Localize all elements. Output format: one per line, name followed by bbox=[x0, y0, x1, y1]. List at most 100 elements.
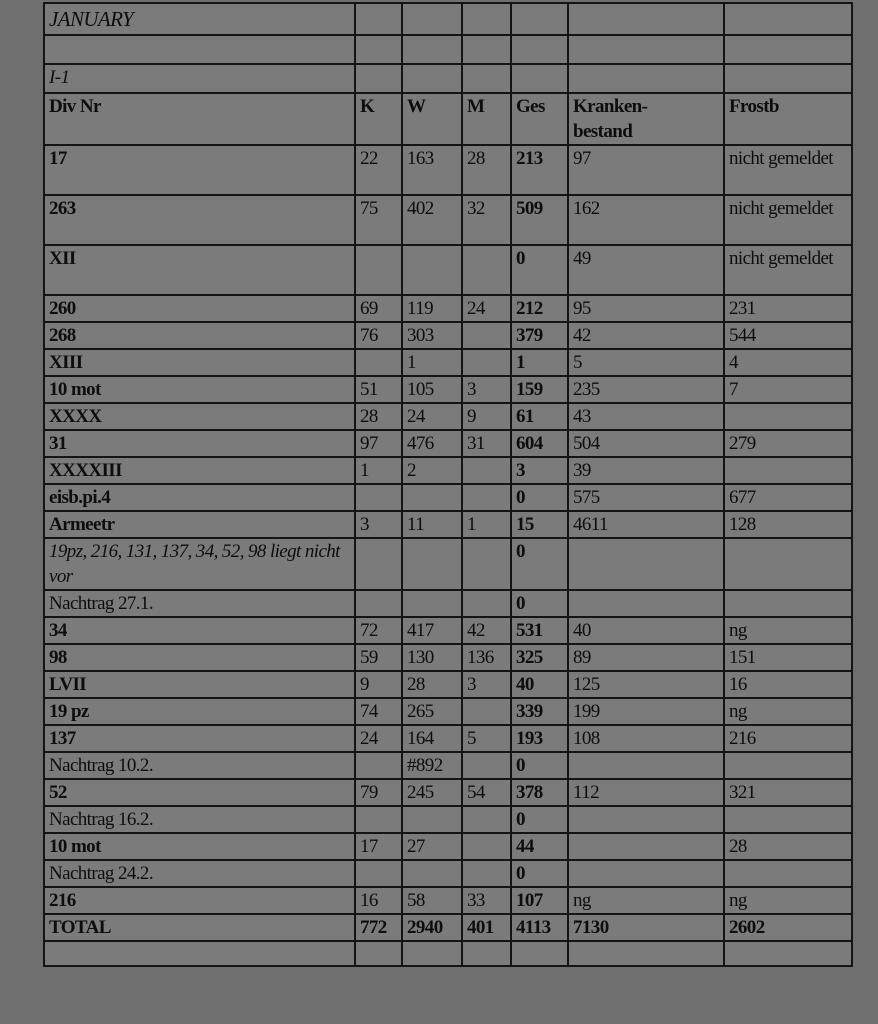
cell-w: 28 bbox=[401, 670, 463, 699]
cell-w: 105 bbox=[401, 375, 463, 404]
total-row: TOTAL 772 2940 401 4113 7130 2602 bbox=[43, 913, 853, 942]
cell-kb: 108 bbox=[567, 724, 725, 753]
table-row: Nachtrag 10.2. #892 0 bbox=[43, 751, 853, 780]
cell-ges: 61 bbox=[510, 402, 569, 431]
cell-div: 19pz, 216, 131, 137, 34, 52, 98 liegt ni… bbox=[43, 537, 356, 591]
table-row: 10 mot 17 27 44 28 bbox=[43, 832, 853, 861]
header-row: Div Nr K W M Ges Kranken-bestand Frostb bbox=[43, 92, 853, 146]
cell-kb: 5 bbox=[567, 348, 725, 377]
cell-div: 19 pz bbox=[43, 697, 356, 726]
cell-fb: nicht gemeldet bbox=[723, 194, 853, 246]
cell-kb: 95 bbox=[567, 294, 725, 323]
cell-fb: ng bbox=[723, 616, 853, 645]
cell-ges: 604 bbox=[510, 429, 569, 458]
cell-k: 79 bbox=[354, 778, 403, 807]
cell-ges: 379 bbox=[510, 321, 569, 350]
cell-kb: 125 bbox=[567, 670, 725, 699]
cell-k: 97 bbox=[354, 429, 403, 458]
cell-kb: 42 bbox=[567, 321, 725, 350]
table-row: 52 79 245 54 378 112 321 bbox=[43, 778, 853, 807]
cell-k: 772 bbox=[354, 913, 403, 942]
table-row: Armeetr 3 11 1 15 4611 128 bbox=[43, 510, 853, 539]
cell-k bbox=[354, 805, 403, 834]
cell-w: 476 bbox=[401, 429, 463, 458]
cell-div: Armeetr bbox=[43, 510, 356, 539]
cell-div: XXXXIII bbox=[43, 456, 356, 485]
cell-ges: 193 bbox=[510, 724, 569, 753]
cell-fb: ng bbox=[723, 886, 853, 915]
cell-ges: 1 bbox=[510, 348, 569, 377]
cell-k: 16 bbox=[354, 886, 403, 915]
cell-ges: 509 bbox=[510, 194, 569, 246]
cell-ges: 40 bbox=[510, 670, 569, 699]
cell-m: 28 bbox=[461, 144, 512, 196]
cell-fb: 128 bbox=[723, 510, 853, 539]
cell-k bbox=[354, 348, 403, 377]
cell-k: 76 bbox=[354, 321, 403, 350]
cell-m: 42 bbox=[461, 616, 512, 645]
cell-m bbox=[461, 832, 512, 861]
cell-k: 75 bbox=[354, 194, 403, 246]
document-sheet: JANUARY I-1 Div Nr K W M Ges Kranken-bes… bbox=[43, 2, 853, 967]
table-row: Nachtrag 16.2. 0 bbox=[43, 805, 853, 834]
cell-m bbox=[461, 537, 512, 591]
cell-w bbox=[401, 859, 463, 888]
cell-ges: 159 bbox=[510, 375, 569, 404]
cell-fb: 231 bbox=[723, 294, 853, 323]
cell-w bbox=[401, 537, 463, 591]
cell-ges: 4113 bbox=[510, 913, 569, 942]
cell-ges: 325 bbox=[510, 643, 569, 672]
cell-w: 130 bbox=[401, 643, 463, 672]
cell-k: 28 bbox=[354, 402, 403, 431]
cell-ges: 212 bbox=[510, 294, 569, 323]
cell-fb bbox=[723, 751, 853, 780]
cell-fb: 279 bbox=[723, 429, 853, 458]
cell-ges: 15 bbox=[510, 510, 569, 539]
header-m: M bbox=[461, 92, 512, 146]
cell-fb: 677 bbox=[723, 483, 853, 512]
cell-ges: 531 bbox=[510, 616, 569, 645]
header-k: K bbox=[354, 92, 403, 146]
cell-div: 17 bbox=[43, 144, 356, 196]
cell-ges: 0 bbox=[510, 751, 569, 780]
table-row: Nachtrag 24.2. 0 bbox=[43, 859, 853, 888]
cell-kb: 39 bbox=[567, 456, 725, 485]
cell-fb bbox=[723, 456, 853, 485]
cell-w bbox=[401, 805, 463, 834]
cell-k bbox=[354, 483, 403, 512]
cell-k bbox=[354, 589, 403, 618]
cell-w: 163 bbox=[401, 144, 463, 196]
table-row: 137 24 164 5 193 108 216 bbox=[43, 724, 853, 753]
cell-fb bbox=[723, 859, 853, 888]
cell-k: 51 bbox=[354, 375, 403, 404]
header-w: W bbox=[401, 92, 463, 146]
cell-kb: 49 bbox=[567, 244, 725, 296]
table-row: 10 mot 51 105 3 159 235 7 bbox=[43, 375, 853, 404]
cell-fb: 216 bbox=[723, 724, 853, 753]
cell-m bbox=[461, 589, 512, 618]
table-row: 17 22 163 28 213 97 nicht gemeldet bbox=[43, 144, 853, 196]
cell-m bbox=[461, 456, 512, 485]
cell-kb: 504 bbox=[567, 429, 725, 458]
cell-k: 1 bbox=[354, 456, 403, 485]
section-row: I-1 bbox=[43, 63, 853, 94]
casualty-table: JANUARY I-1 Div Nr K W M Ges Kranken-bes… bbox=[43, 2, 853, 967]
cell-fb: 544 bbox=[723, 321, 853, 350]
table-row: 31 97 476 31 604 504 279 bbox=[43, 429, 853, 458]
header-frostb: Frostb bbox=[723, 92, 853, 146]
cell-m: 5 bbox=[461, 724, 512, 753]
cell-div: 10 mot bbox=[43, 375, 356, 404]
cell-fb: 151 bbox=[723, 643, 853, 672]
cell-kb: 162 bbox=[567, 194, 725, 246]
cell-kb bbox=[567, 859, 725, 888]
table-row: 98 59 130 136 325 89 151 bbox=[43, 643, 853, 672]
month-title: JANUARY bbox=[43, 2, 356, 36]
cell-div: 52 bbox=[43, 778, 356, 807]
cell-div: Nachtrag 10.2. bbox=[43, 751, 356, 780]
cell-k: 9 bbox=[354, 670, 403, 699]
cell-w bbox=[401, 589, 463, 618]
cell-div: 216 bbox=[43, 886, 356, 915]
cell-k bbox=[354, 537, 403, 591]
cell-m: 136 bbox=[461, 643, 512, 672]
cell-w bbox=[401, 483, 463, 512]
